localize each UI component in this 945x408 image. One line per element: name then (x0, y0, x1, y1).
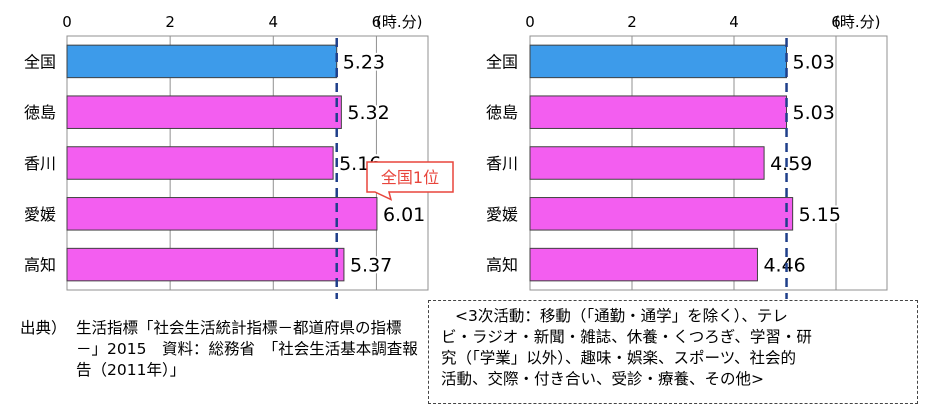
bar (66, 44, 338, 79)
bar (66, 146, 334, 180)
value-label: 6.01 (383, 204, 425, 226)
bar (66, 247, 345, 282)
category-label: 全国 (24, 52, 56, 71)
value-label: 5.15 (799, 204, 841, 226)
source-text: 生活指標「社会生活統計指標－都道府県の指標－」2015 資料：総務省 「社会生活… (76, 319, 418, 379)
bar (529, 247, 758, 282)
value-label: 5.23 (343, 51, 385, 73)
x-tick-label: 0 (525, 13, 535, 31)
category-label: 徳島 (486, 103, 518, 122)
bar (529, 44, 788, 79)
category-label: 高知 (24, 256, 56, 275)
unit-label: (時.分) (376, 13, 422, 31)
value-label: 4.59 (770, 153, 812, 175)
x-tick-label: 2 (627, 13, 637, 31)
callout-label: 全国1位 (381, 168, 439, 187)
activity-note-box: <3次活動：移動（「通勤・通学」を除く）、テレ ビ・ラジオ・新聞・雑誌、休養・く… (428, 300, 918, 404)
value-label: 5.37 (350, 255, 392, 277)
x-tick-label: 4 (729, 13, 739, 31)
category-label: 愛媛 (24, 205, 56, 224)
x-tick-label: 4 (269, 13, 279, 31)
category-label: 高知 (486, 256, 518, 275)
category-label: 香川 (24, 154, 56, 173)
category-label: 徳島 (24, 103, 56, 122)
category-label: 愛媛 (486, 205, 518, 224)
bar (529, 197, 794, 231)
category-label: 全国 (486, 52, 518, 71)
unit-label: (時.分) (834, 13, 880, 31)
note-line: 究（「学業」以外）、趣味・娯楽、スポーツ、社会的 (441, 349, 796, 367)
callout: 全国1位 (366, 161, 454, 201)
bar (529, 95, 788, 129)
bar (66, 95, 342, 129)
x-tick-label: 6 (372, 13, 382, 31)
source-citation: 出典） 生活指標「社会生活統計指標－都道府県の指標－」2015 資料：総務省 「… (20, 318, 420, 381)
x-tick-label: 6 (831, 13, 841, 31)
bar (66, 197, 378, 231)
x-tick-label: 0 (62, 13, 72, 31)
note-line: 活動、交際・付き合い、受診・療養、その他> (441, 370, 764, 388)
value-label: 4.46 (763, 255, 805, 277)
note-line: <3次活動：移動（「通勤・通学」を除く）、テレ (455, 307, 788, 325)
bar (529, 146, 765, 180)
category-label: 香川 (486, 154, 518, 173)
source-lead: 出典） (20, 319, 67, 337)
note-line: ビ・ラジオ・新聞・雑誌、休養・くつろぎ、学習・研 (441, 328, 812, 346)
value-label: 5.03 (793, 51, 835, 73)
callout-box (366, 161, 454, 201)
value-label: 5.32 (347, 102, 389, 124)
right-bar-chart: 0 2 4 6(時.分) 全国 5.03 徳島 5.03 香川 4.59 愛媛 5.15 高知 4.46 (486, 13, 888, 299)
value-label: 5.03 (793, 102, 835, 124)
x-tick-label: 2 (165, 13, 175, 31)
